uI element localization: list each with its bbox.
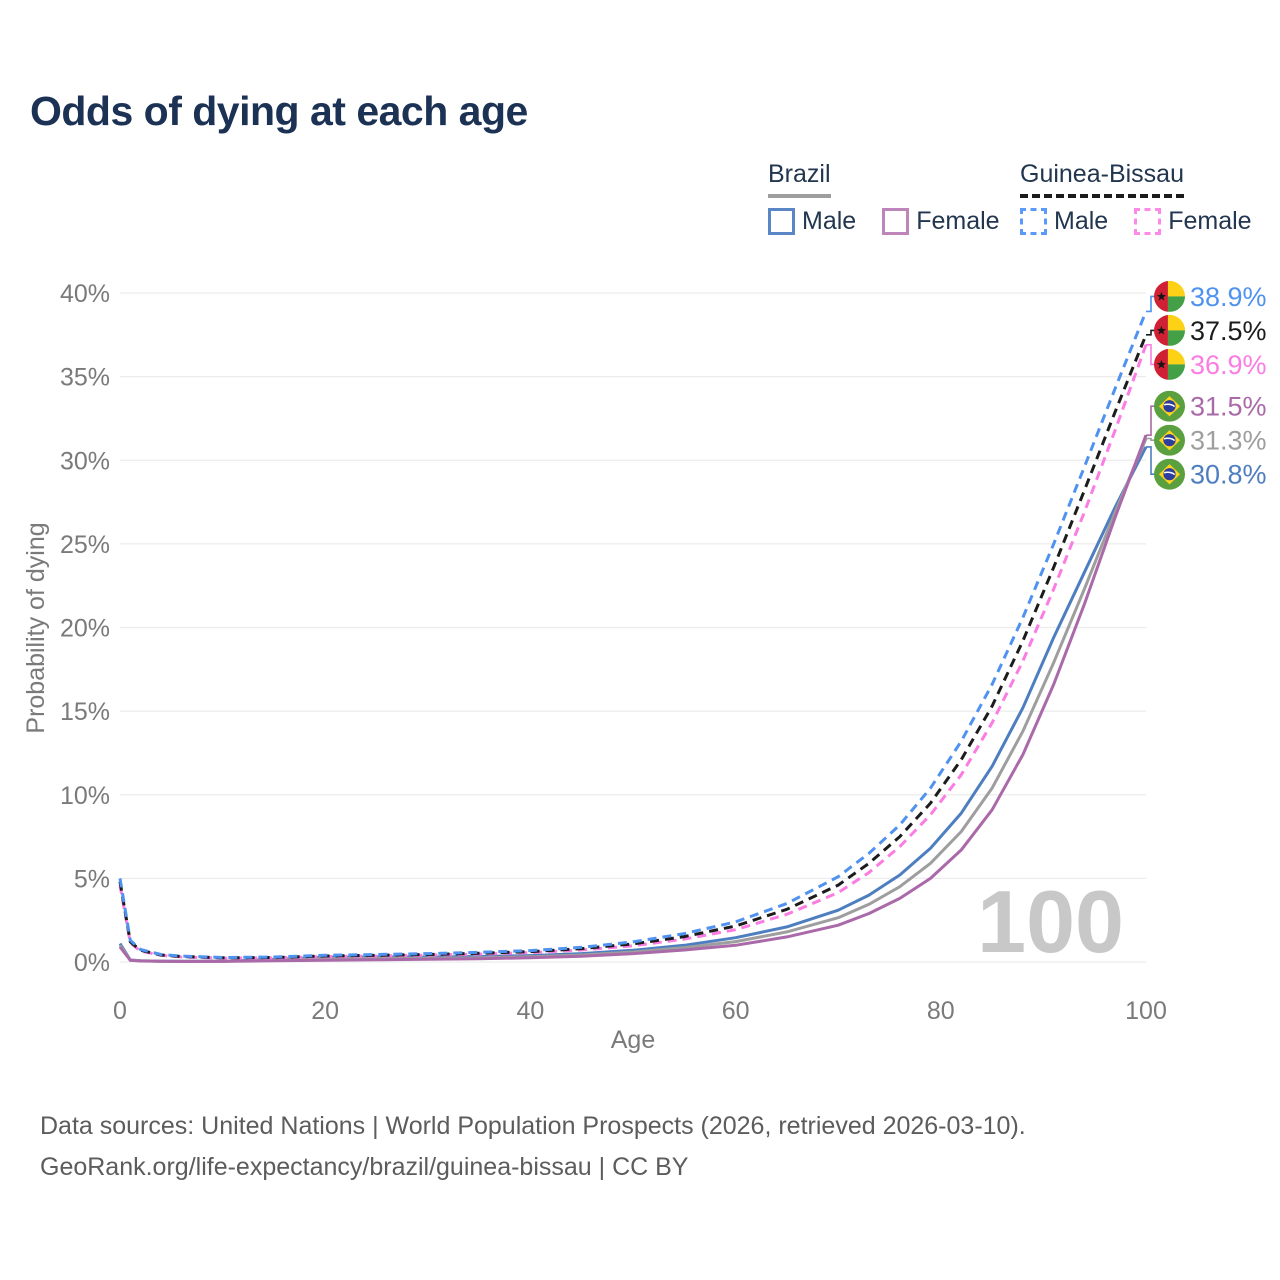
series-line-guinea-bissau-female bbox=[118, 344, 1148, 960]
data-sources-line: Data sources: United Nations | World Pop… bbox=[40, 1112, 1026, 1140]
y-tick-label: 30% bbox=[60, 447, 110, 475]
end-label-value: 36.9% bbox=[1190, 350, 1267, 380]
legend-label: Male bbox=[1054, 207, 1109, 235]
x-tick-label: 60 bbox=[722, 997, 750, 1025]
legend-items-guinea-bissau: Male Female bbox=[1020, 207, 1252, 236]
end-label-value: 37.5% bbox=[1190, 316, 1267, 346]
end-label-value: 31.5% bbox=[1190, 392, 1267, 422]
end-label-layer: 38.9% 37.5% 36.9% 31.5% 31.3% 30.8% bbox=[1146, 281, 1267, 490]
legend-label: Female bbox=[916, 207, 1000, 235]
end-label-brazil-both-sexes: 31.3% bbox=[1146, 424, 1267, 456]
gw-flag-icon bbox=[1154, 281, 1185, 312]
legend-item-gw-male[interactable]: Male bbox=[1020, 207, 1108, 236]
legend-group-brazil: Brazil Male Female bbox=[768, 160, 1000, 236]
age-watermark: 100 bbox=[977, 872, 1124, 971]
y-tick-label: 35% bbox=[60, 364, 110, 392]
attribution-line: GeoRank.org/life-expectancy/brazil/guine… bbox=[40, 1153, 689, 1181]
y-tick-label: 5% bbox=[74, 865, 110, 893]
label-connector bbox=[1146, 329, 1156, 336]
y-tick-label: 15% bbox=[60, 698, 110, 726]
legend-item-brazil-male[interactable]: Male bbox=[768, 207, 856, 236]
y-tick-label: 0% bbox=[74, 949, 110, 977]
x-tick-label: 80 bbox=[927, 997, 955, 1025]
legend-items-brazil: Male Female bbox=[768, 207, 1000, 236]
x-tick-label: 0 bbox=[113, 997, 127, 1025]
end-label-brazil-male: 30.8% bbox=[1146, 446, 1267, 490]
legend-label: Male bbox=[802, 207, 857, 235]
series-layer bbox=[118, 310, 1148, 963]
label-connector bbox=[1146, 344, 1156, 366]
label-connector bbox=[1146, 405, 1156, 436]
br-flag-icon bbox=[1154, 424, 1185, 456]
page-title: Odds of dying at each age bbox=[30, 88, 528, 134]
end-label-brazil-female: 31.5% bbox=[1146, 390, 1267, 436]
gw-flag-icon bbox=[1154, 315, 1185, 346]
x-tick-label: 40 bbox=[516, 997, 544, 1025]
end-label-value: 38.9% bbox=[1190, 282, 1267, 312]
grid-layer: 0% 5% 10% 15% 20% 25% 30% 35% 40% 0 20 40 60 80 100 bbox=[60, 280, 1167, 1025]
y-tick-label: 10% bbox=[60, 782, 110, 810]
x-tick-label: 20 bbox=[311, 997, 339, 1025]
legend-country-brazil[interactable]: Brazil bbox=[768, 160, 831, 198]
label-connector bbox=[1146, 446, 1156, 475]
br-flag-icon bbox=[1154, 390, 1185, 422]
label-connector bbox=[1146, 437, 1156, 441]
br-flag-icon bbox=[1154, 458, 1185, 490]
gw-female-swatch-icon bbox=[1134, 208, 1162, 235]
legend-label: Female bbox=[1168, 207, 1252, 235]
end-label-guinea-bissau-female: 36.9% bbox=[1146, 344, 1267, 380]
y-axis-title: Probability of dying bbox=[22, 522, 50, 733]
x-tick-label: 100 bbox=[1125, 997, 1167, 1025]
y-tick-label: 20% bbox=[60, 615, 110, 643]
source-footer: Data sources: United Nations | World Pop… bbox=[40, 1106, 1026, 1188]
x-axis-title: Age bbox=[611, 1026, 655, 1054]
end-label-value: 30.8% bbox=[1190, 460, 1267, 490]
legend-item-gw-female[interactable]: Female bbox=[1134, 207, 1252, 236]
end-label-value: 31.3% bbox=[1190, 426, 1267, 456]
legend-group-guinea-bissau: Guinea-Bissau Male Female bbox=[1020, 160, 1252, 236]
series-line-guinea-bissau-male bbox=[118, 310, 1148, 959]
gw-flag-icon bbox=[1154, 349, 1185, 380]
legend-country-guinea-bissau[interactable]: Guinea-Bissau bbox=[1020, 160, 1184, 198]
brazil-female-swatch-icon bbox=[882, 208, 910, 235]
end-label-guinea-bissau-male: 38.9% bbox=[1146, 281, 1267, 313]
y-tick-label: 40% bbox=[60, 280, 110, 308]
series-line-guinea-bissau-both-sexes bbox=[118, 334, 1148, 960]
end-label-guinea-bissau-both-sexes: 37.5% bbox=[1146, 315, 1267, 346]
label-connector bbox=[1146, 295, 1156, 313]
gw-male-swatch-icon bbox=[1020, 208, 1047, 235]
y-tick-label: 25% bbox=[60, 531, 110, 559]
legend-item-brazil-female[interactable]: Female bbox=[882, 207, 1000, 236]
series-line-brazil-female bbox=[118, 434, 1148, 963]
brazil-male-swatch-icon bbox=[768, 208, 795, 235]
